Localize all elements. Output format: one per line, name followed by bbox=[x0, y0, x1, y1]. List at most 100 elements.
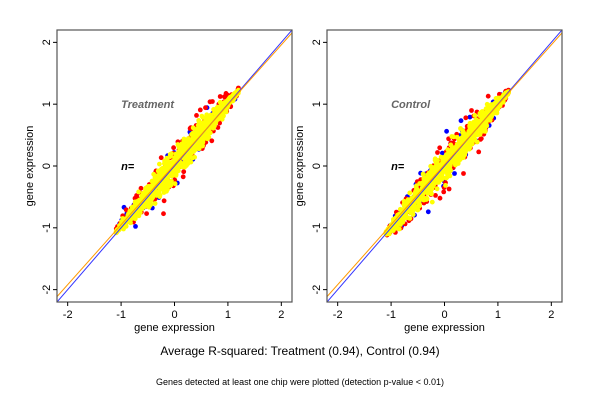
series-yellow bbox=[113, 87, 242, 236]
panel-title: Treatment bbox=[121, 99, 175, 111]
data-point bbox=[442, 168, 448, 173]
data-point bbox=[459, 138, 465, 144]
data-point bbox=[384, 231, 390, 236]
y-tick-label: 0 bbox=[41, 163, 53, 169]
data-point bbox=[467, 114, 473, 120]
data-point bbox=[396, 226, 402, 232]
data-point bbox=[138, 185, 144, 191]
data-point bbox=[176, 153, 182, 158]
data-point bbox=[451, 145, 457, 151]
y-tick-label: -1 bbox=[41, 223, 53, 233]
data-point bbox=[435, 158, 440, 163]
data-point bbox=[409, 206, 415, 211]
y-tick-label: -2 bbox=[41, 285, 53, 295]
data-point bbox=[416, 203, 422, 209]
data-point bbox=[433, 193, 438, 198]
n-count-label: n= bbox=[121, 161, 135, 173]
data-point bbox=[484, 101, 490, 107]
data-point bbox=[148, 192, 154, 198]
data-point bbox=[407, 190, 413, 196]
data-point bbox=[420, 171, 426, 177]
data-point bbox=[163, 163, 169, 169]
data-point bbox=[207, 99, 213, 105]
data-point bbox=[188, 159, 194, 165]
data-point bbox=[452, 171, 457, 176]
data-point bbox=[199, 113, 205, 119]
data-point bbox=[164, 177, 170, 183]
data-point bbox=[172, 181, 178, 187]
data-point bbox=[460, 134, 466, 140]
data-point bbox=[458, 118, 464, 124]
data-point bbox=[129, 204, 135, 210]
data-point bbox=[419, 180, 425, 186]
data-point bbox=[428, 174, 434, 180]
data-point bbox=[474, 139, 480, 145]
data-point bbox=[155, 189, 161, 195]
data-point bbox=[223, 91, 229, 96]
data-point bbox=[162, 182, 168, 187]
data-point bbox=[437, 145, 443, 151]
data-point bbox=[482, 124, 487, 130]
data-point bbox=[123, 220, 129, 226]
data-point bbox=[123, 207, 129, 213]
data-point bbox=[438, 175, 444, 181]
y-tick-label: 1 bbox=[41, 101, 53, 107]
y-tick-label: 2 bbox=[311, 39, 323, 45]
data-point bbox=[190, 155, 195, 161]
data-point bbox=[478, 137, 483, 142]
data-point bbox=[181, 169, 187, 175]
data-point bbox=[402, 212, 408, 217]
data-point bbox=[485, 93, 491, 99]
data-point bbox=[495, 96, 501, 101]
data-point bbox=[144, 211, 150, 217]
data-point bbox=[200, 137, 206, 143]
data-point bbox=[443, 183, 448, 188]
detection-note-caption: Genes detected at least one chip were pl… bbox=[156, 377, 444, 387]
x-tick-label: 2 bbox=[548, 309, 554, 321]
average-r-squared-caption: Average R-squared: Treatment (0.94), Con… bbox=[160, 344, 440, 358]
data-point bbox=[194, 113, 199, 118]
control-panel: -2 -2 -1 -1 0 0 1 1 2 2 gene expression gene expres… bbox=[294, 29, 563, 334]
y-axis-label: gene expression bbox=[24, 126, 36, 207]
data-point bbox=[206, 129, 212, 135]
data-point bbox=[469, 108, 474, 113]
data-point bbox=[461, 171, 466, 176]
data-point bbox=[136, 189, 142, 195]
data-point bbox=[204, 121, 209, 126]
data-point bbox=[189, 138, 195, 144]
data-point bbox=[173, 165, 179, 171]
y-tick-label: 2 bbox=[41, 39, 53, 45]
data-point bbox=[127, 219, 133, 224]
data-point bbox=[159, 186, 165, 192]
data-point bbox=[180, 162, 186, 168]
data-point bbox=[441, 156, 447, 162]
data-point bbox=[467, 144, 473, 150]
data-point bbox=[491, 110, 497, 116]
data-point bbox=[177, 144, 183, 150]
data-point bbox=[168, 182, 174, 188]
data-point bbox=[463, 115, 469, 121]
data-point bbox=[133, 224, 138, 229]
data-point bbox=[203, 105, 208, 111]
data-point bbox=[478, 120, 484, 125]
fit-line bbox=[57, 32, 292, 298]
data-point bbox=[460, 130, 466, 136]
data-point bbox=[433, 164, 438, 170]
x-tick-label: -1 bbox=[116, 309, 126, 321]
data-point bbox=[477, 130, 483, 136]
data-point bbox=[210, 125, 216, 131]
data-point bbox=[408, 198, 414, 204]
data-point bbox=[171, 145, 177, 151]
x-tick-label: 0 bbox=[441, 309, 447, 321]
data-point bbox=[145, 184, 151, 189]
data-point bbox=[161, 198, 167, 204]
x-axis-label: gene expression bbox=[134, 322, 215, 334]
y-axis-label: gene expression bbox=[294, 126, 306, 207]
data-point bbox=[165, 186, 170, 192]
data-point bbox=[180, 174, 186, 180]
data-point bbox=[435, 150, 440, 155]
scatter-points bbox=[113, 85, 242, 236]
data-point bbox=[473, 117, 479, 123]
x-tick-label: 1 bbox=[495, 309, 501, 321]
